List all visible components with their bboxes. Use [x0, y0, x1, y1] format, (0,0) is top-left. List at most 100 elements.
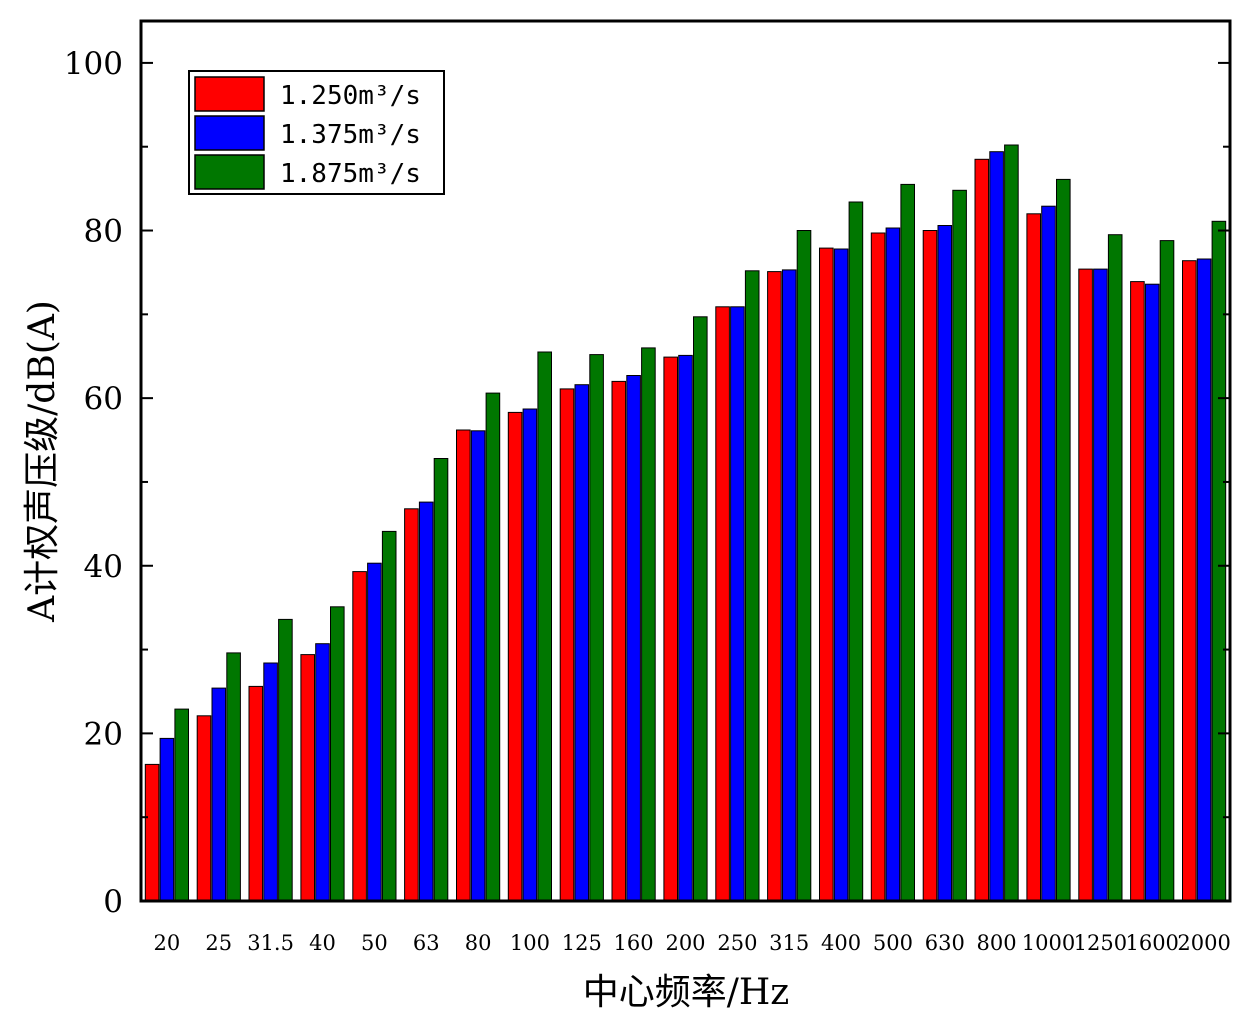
bar-315-series-1 — [767, 271, 782, 902]
bar-200-series-3 — [693, 316, 708, 902]
bar-25-series-2 — [211, 687, 227, 902]
bar-160-series-1 — [611, 380, 627, 902]
bar-1600-series-2 — [1144, 283, 1160, 902]
bar-80-series-1 — [456, 429, 471, 902]
legend-label: 1.250m³/s — [280, 81, 421, 111]
bar-80-series-2 — [470, 430, 486, 902]
bar-1000-series-2 — [1041, 205, 1056, 902]
x-tick-label: 1250 — [1074, 931, 1127, 955]
legend-label: 1.875m³/s — [280, 159, 421, 189]
bar-1250-series-2 — [1093, 268, 1108, 902]
bar-1250-series-3 — [1107, 234, 1123, 902]
bar-2000-series-3 — [1211, 220, 1227, 902]
bar-31.5-series-1 — [248, 685, 264, 902]
x-tick-label: 40 — [309, 931, 336, 955]
bar-200-series-1 — [663, 356, 679, 902]
bar-1600-series-3 — [1159, 240, 1175, 902]
x-tick-label: 200 — [665, 931, 705, 955]
y-tick-label: 60 — [84, 381, 123, 417]
bar-2000-series-2 — [1196, 258, 1212, 902]
x-tick-label: 160 — [614, 931, 654, 955]
y-axis: 0 20 40 60 80 100 — [64, 46, 1230, 920]
x-tick-label: 1000 — [1022, 931, 1075, 955]
bar-40-series-2 — [315, 643, 330, 902]
bar-200-series-2 — [678, 354, 693, 902]
bar-31.5-series-2 — [263, 662, 278, 902]
bar-400-series-1 — [819, 247, 834, 902]
y-tick-label: 80 — [84, 214, 123, 250]
bar-160-series-2 — [626, 375, 641, 902]
bar-63-series-1 — [404, 508, 419, 902]
bar-1250-series-1 — [1078, 268, 1093, 902]
x-tick-label: 31.5 — [247, 931, 294, 955]
bar-31.5-series-3 — [278, 618, 293, 902]
x-tick-label: 400 — [821, 931, 861, 955]
legend-swatch — [194, 115, 265, 151]
y-axis-title: A计权声压级/dB(A) — [22, 300, 63, 623]
y-tick-label: 0 — [103, 884, 123, 920]
bar-25-series-1 — [196, 715, 212, 902]
bar-500-series-2 — [885, 227, 901, 902]
bar-50-series-3 — [381, 530, 397, 902]
bar-25-series-3 — [226, 652, 241, 902]
bar-125-series-3 — [589, 354, 604, 902]
bar-1600-series-1 — [1130, 281, 1145, 902]
bar-50-series-2 — [367, 562, 382, 902]
bar-400-series-3 — [848, 201, 864, 902]
bar-40-series-1 — [300, 654, 315, 902]
x-tick-label: 100 — [510, 931, 550, 955]
bar-250-series-1 — [715, 306, 730, 902]
x-tick-label: 800 — [977, 931, 1017, 955]
bar-2000-series-1 — [1182, 260, 1197, 902]
bar-250-series-2 — [730, 306, 745, 902]
bar-800-series-2 — [989, 151, 1004, 902]
bar-500-series-3 — [900, 183, 916, 902]
bar-160-series-3 — [641, 347, 656, 902]
bar-630-series-2 — [937, 225, 953, 902]
legend: 1.250m³/s 1.375m³/s 1.875m³/s — [188, 70, 445, 195]
x-tick-label: 1600 — [1125, 931, 1178, 955]
bar-800-series-1 — [974, 158, 990, 902]
bar-80-series-3 — [485, 392, 501, 902]
x-tick-label: 80 — [465, 931, 492, 955]
bar-20-series-2 — [159, 737, 175, 902]
bars-layer — [144, 144, 1227, 902]
x-tick-label: 20 — [154, 931, 181, 955]
bar-63-series-2 — [418, 501, 434, 902]
bar-125-series-1 — [559, 388, 575, 902]
legend-swatch — [194, 154, 265, 190]
bar-630-series-1 — [922, 230, 938, 902]
x-tick-label: 50 — [361, 931, 388, 955]
x-tick-label: 250 — [717, 931, 757, 955]
legend-swatch — [194, 76, 265, 112]
bar-630-series-3 — [952, 189, 967, 902]
x-tick-label: 500 — [873, 931, 913, 955]
x-tick-label: 2000 — [1177, 931, 1230, 955]
bar-1000-series-1 — [1026, 213, 1042, 902]
x-tick-label: 125 — [562, 931, 602, 955]
bar-100-series-1 — [507, 411, 523, 902]
x-tick-label: 25 — [205, 931, 232, 955]
y-tick-label: 100 — [64, 46, 123, 82]
bar-100-series-2 — [522, 408, 538, 902]
bar-400-series-2 — [833, 248, 849, 902]
y-tick-label: 40 — [84, 549, 123, 585]
bar-250-series-3 — [744, 270, 760, 902]
bar-20-series-1 — [144, 763, 160, 902]
legend-label: 1.375m³/s — [280, 120, 421, 150]
bar-500-series-1 — [870, 232, 886, 902]
bar-800-series-3 — [1004, 144, 1019, 902]
bar-1000-series-3 — [1056, 178, 1071, 902]
x-axis-title: 中心频率/Hz — [583, 972, 790, 1013]
bar-125-series-2 — [574, 384, 590, 902]
bar-315-series-3 — [796, 230, 812, 902]
bar-100-series-3 — [537, 351, 553, 902]
x-tick-label: 63 — [413, 931, 440, 955]
bar-63-series-3 — [433, 458, 449, 902]
x-tick-label: 315 — [769, 931, 809, 955]
bar-50-series-1 — [352, 571, 367, 902]
x-axis: 20 25 31.5 40 50 63 80 100 125 160 200 250 315 400 500… — [154, 931, 1231, 955]
y-tick-label: 20 — [84, 716, 123, 752]
bar-40-series-3 — [330, 606, 345, 902]
